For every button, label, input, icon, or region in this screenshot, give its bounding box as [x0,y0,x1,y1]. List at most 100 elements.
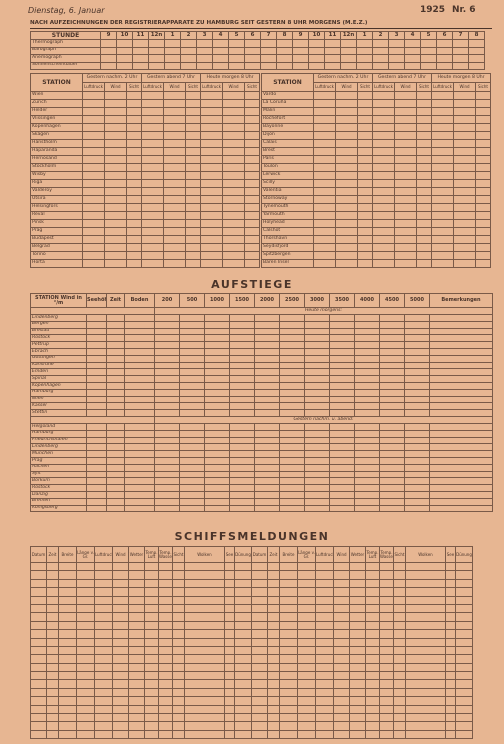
cell [431,211,454,220]
cell [431,131,454,140]
cell [365,629,380,639]
cell [365,713,380,723]
cell [163,123,186,132]
cell [297,637,316,647]
cell [365,679,380,689]
cell [158,603,173,614]
cell [379,463,405,472]
cell [229,361,255,370]
cell [94,654,113,664]
cell [267,612,280,622]
cell [416,99,432,108]
cell [185,187,201,196]
cell [335,115,358,124]
cell [158,578,173,589]
cell [297,612,316,622]
cell [333,654,350,664]
cell [297,620,316,631]
cell [393,729,406,740]
cell [141,219,164,228]
row: Sonnenscheindauer [30,61,485,70]
cell [106,477,125,486]
cell [82,91,105,100]
cell [335,187,358,196]
cell [279,470,305,479]
cell [475,259,491,268]
cell [354,490,380,499]
cell [416,219,432,228]
cell [179,490,205,499]
cell [163,259,186,268]
cell [234,587,252,597]
cell [200,259,223,268]
cell [279,436,305,445]
cell [251,721,268,731]
cell [244,61,261,70]
cell [128,595,145,605]
cell [163,107,186,116]
cell [354,497,380,506]
cell [379,327,405,336]
cell [404,347,430,356]
cell [185,195,201,204]
cell [184,603,225,614]
cell [329,341,355,349]
cell [365,645,380,656]
cell [128,570,145,580]
cell [126,99,142,108]
station-name: Hernösand [30,155,83,164]
cell [354,456,380,465]
cell [200,171,223,180]
cell [30,662,47,673]
cell [251,671,268,681]
cell [94,637,113,647]
cell [106,450,125,458]
cell [431,123,454,132]
cell [416,115,432,124]
cell [128,713,145,723]
cell [254,361,280,370]
column-header: 3500 [329,293,355,308]
cell [315,645,334,656]
row: Helder [30,107,260,116]
subtitle: NACH AUFZEICHNUNGEN DER REGISTRIERAPPARA… [30,20,368,26]
cell [158,587,173,597]
cell [46,729,59,740]
cell [333,578,350,589]
cell [372,139,395,148]
cell [357,227,373,236]
cell [172,721,185,731]
cell [158,721,173,731]
cell [163,235,186,244]
cell [455,687,473,698]
row [30,679,473,689]
cell [475,187,491,196]
cell [329,327,355,336]
station-name: Ebrach [30,347,87,356]
row: Bremen [30,497,493,506]
station-name: Wisby [30,171,83,180]
cell [365,729,380,740]
cell [58,595,77,605]
station-name: Hamburg [30,388,87,397]
cell [184,620,225,631]
cell [222,179,245,188]
row: Luftdruck Wind Sicht Luftdruck Wind Sicht Luft… [31,82,260,92]
cell [315,587,334,597]
column-header: Luftdruck [315,546,334,563]
date: Dienstag, 6. Januar [28,6,105,15]
cell [126,131,142,140]
cell [251,679,268,689]
cell [234,687,252,698]
cell [163,203,186,212]
row: Malin [261,107,491,116]
cell [222,163,245,172]
cell [200,235,223,244]
cell [372,243,395,252]
cell [379,721,394,731]
cell [222,259,245,268]
cell [222,243,245,252]
cell [279,368,305,377]
cell [106,484,125,492]
